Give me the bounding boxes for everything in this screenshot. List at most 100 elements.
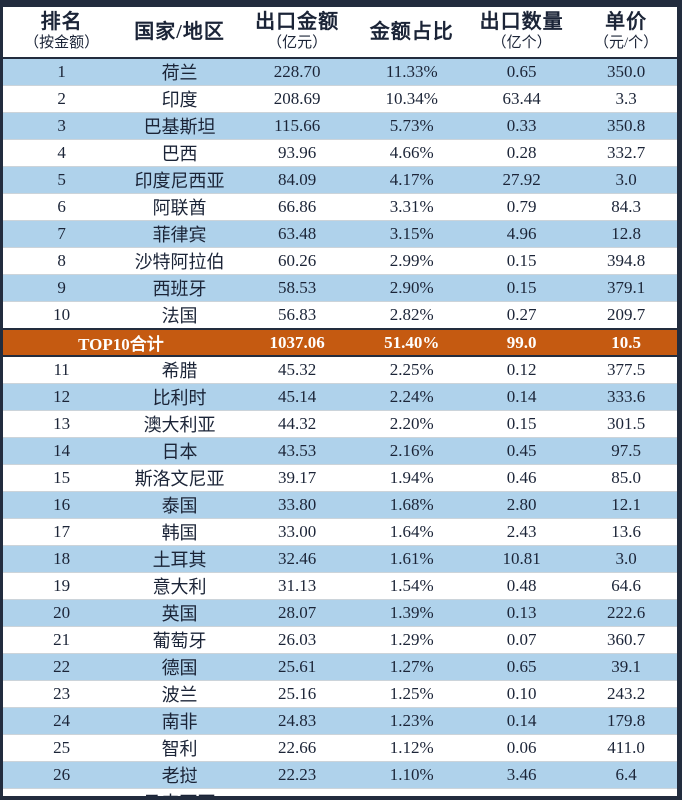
cell-amount: 24.83 xyxy=(278,711,317,730)
cell-country: 巴基斯坦 xyxy=(143,117,216,137)
cell-country: 葡萄牙 xyxy=(152,631,207,651)
cell-share: 1.10% xyxy=(389,765,434,784)
cell-amount: 39.17 xyxy=(278,468,317,487)
table-row: 14 日本 43.53 2.16% 0.45 97.5 xyxy=(3,437,677,465)
cell-country: 巴西 xyxy=(161,144,198,164)
table-body: 1 荷兰 228.70 11.33% 0.65 350.0 2 印度 208.6… xyxy=(3,58,677,796)
cell-quantity: 0.14 xyxy=(506,711,537,730)
cell-quantity: 0.15 xyxy=(506,414,537,433)
cell-country: 英国 xyxy=(161,604,198,624)
cell-quantity: 0.10 xyxy=(506,684,537,703)
cell-amount: 25.61 xyxy=(278,657,317,676)
cell-amount: 22.23 xyxy=(278,765,317,784)
cell-rank: 13 xyxy=(53,414,71,433)
table-row: 15 斯洛文尼亚 39.17 1.94% 0.46 85.0 xyxy=(3,464,677,492)
cell-rank: 11 xyxy=(53,360,70,379)
cell-country: 菲律宾 xyxy=(152,225,207,245)
column-title: 金额占比 xyxy=(369,20,454,43)
cell-amount: 66.86 xyxy=(278,197,317,216)
table-row: 26 老挝 22.23 1.10% 3.46 6.4 xyxy=(3,761,677,789)
export-data-table: 排名 （按金额） 国家/地区 出口金额 （亿元） 金额占比 出口数量 （亿个） … xyxy=(3,7,677,796)
cell-share: 1.94% xyxy=(389,468,434,487)
cell-share: 4.66% xyxy=(389,143,434,162)
column-title: 国家/地区 xyxy=(134,20,225,43)
cell-quantity: 0.28 xyxy=(506,143,537,162)
table-row: 3 巴基斯坦 115.66 5.73% 0.33 350.8 xyxy=(3,112,677,140)
cell-amount: 228.70 xyxy=(273,62,321,81)
cell-price: 13.6 xyxy=(611,522,641,541)
cell-country: 阿联酋 xyxy=(152,198,207,218)
cell-amount: 84.09 xyxy=(278,170,317,189)
cell-share: 2.99% xyxy=(389,251,434,270)
cell-amount: 31.13 xyxy=(278,576,317,595)
column-header: 国家/地区 xyxy=(120,7,239,59)
cell-rank: 25 xyxy=(53,738,71,757)
cell-amount: 33.80 xyxy=(278,495,317,514)
cell-quantity: 0.33 xyxy=(506,116,537,135)
cell-price: 6.4 xyxy=(615,765,637,784)
cell-quantity: 0.65 xyxy=(506,62,537,81)
cell-amount: 28.07 xyxy=(278,603,317,622)
cell-amount: 44.32 xyxy=(278,414,317,433)
cell-rank: 23 xyxy=(53,684,71,703)
cell-quantity: 3.46 xyxy=(506,765,537,784)
cell-quantity: 0.27 xyxy=(506,305,537,324)
column-header: 出口金额 （亿元） xyxy=(238,7,356,59)
cell-share: 1.23% xyxy=(389,711,434,730)
table-row: 1 荷兰 228.70 11.33% 0.65 350.0 xyxy=(3,58,677,86)
column-header: 金额占比 xyxy=(355,7,469,59)
cell-share: 1.27% xyxy=(389,657,434,676)
cell-price: 360.7 xyxy=(606,630,646,649)
table-row: 8 沙特阿拉伯 60.26 2.99% 0.15 394.8 xyxy=(3,247,677,275)
cell-rank: 12 xyxy=(53,387,71,406)
cell-share: 2.24% xyxy=(389,387,434,406)
cell-amount: 60.26 xyxy=(278,251,317,270)
cell-price: 85.0 xyxy=(611,468,641,487)
cell-price: 3.3 xyxy=(615,89,637,108)
cell-country: 印度尼西亚 xyxy=(134,171,225,191)
table-row: 17 韩国 33.00 1.64% 2.43 13.6 xyxy=(3,518,677,546)
table-row: 9 西班牙 58.53 2.90% 0.15 379.1 xyxy=(3,274,677,302)
cell-share: 11.33% xyxy=(385,62,438,81)
cell-rank: 19 xyxy=(53,576,71,595)
cell-share: 2.20% xyxy=(389,414,434,433)
header-row: 排名 （按金额） 国家/地区 出口金额 （亿元） 金额占比 出口数量 （亿个） … xyxy=(3,7,677,59)
cell-quantity: 0.65 xyxy=(506,657,537,676)
cell-rank: 10 xyxy=(53,305,71,324)
cell-share: 2.82% xyxy=(389,305,434,324)
cell-price: 377.5 xyxy=(606,360,646,379)
cell-rank: 21 xyxy=(53,630,71,649)
column-subtitle: （元/个） xyxy=(594,35,659,51)
cell-price: 379.1 xyxy=(606,278,646,297)
top10-summary-row: TOP10合计 1037.06 51.40% 99.0 10.5 xyxy=(3,329,677,356)
cell-amount: 26.03 xyxy=(278,630,317,649)
cell-quantity: 0.95 xyxy=(468,789,575,796)
cell-share: 10.34% xyxy=(385,89,438,108)
cell-price: 333.6 xyxy=(606,387,646,406)
table-row: 20 英国 28.07 1.39% 0.13 222.6 xyxy=(3,599,677,627)
cell-rank: 15 xyxy=(53,468,71,487)
cell-price: 12.8 xyxy=(611,224,641,243)
cell-rank: 24 xyxy=(53,711,71,730)
cell-rank: 16 xyxy=(53,495,71,514)
cell-share: 1.29% xyxy=(389,630,434,649)
column-title: 出口数量 xyxy=(479,11,564,33)
cell-amount: 56.83 xyxy=(278,305,317,324)
cell-rank: 17 xyxy=(53,522,71,541)
cell-amount: 63.48 xyxy=(278,224,317,243)
cell-quantity: 0.13 xyxy=(506,603,537,622)
cell-share: 2.90% xyxy=(389,278,434,297)
cell-quantity: 4.96 xyxy=(506,224,537,243)
cell-country: 斯洛文尼亚 xyxy=(134,469,225,489)
cell-rank: 5 xyxy=(57,170,66,189)
cell-country: 意大利 xyxy=(152,577,207,597)
cell-rank: 9 xyxy=(57,278,66,297)
cell-amount: 25.16 xyxy=(278,684,317,703)
cell-country: 比利时 xyxy=(152,388,207,408)
cell-quantity: 10.81 xyxy=(502,549,541,568)
column-subtitle: （亿个） xyxy=(491,35,552,51)
cell-country: 泰国 xyxy=(161,496,198,516)
table-row: 23 波兰 25.16 1.25% 0.10 243.2 xyxy=(3,680,677,708)
cell-price: 332.7 xyxy=(606,143,646,162)
cell-country: 南非 xyxy=(161,712,198,732)
